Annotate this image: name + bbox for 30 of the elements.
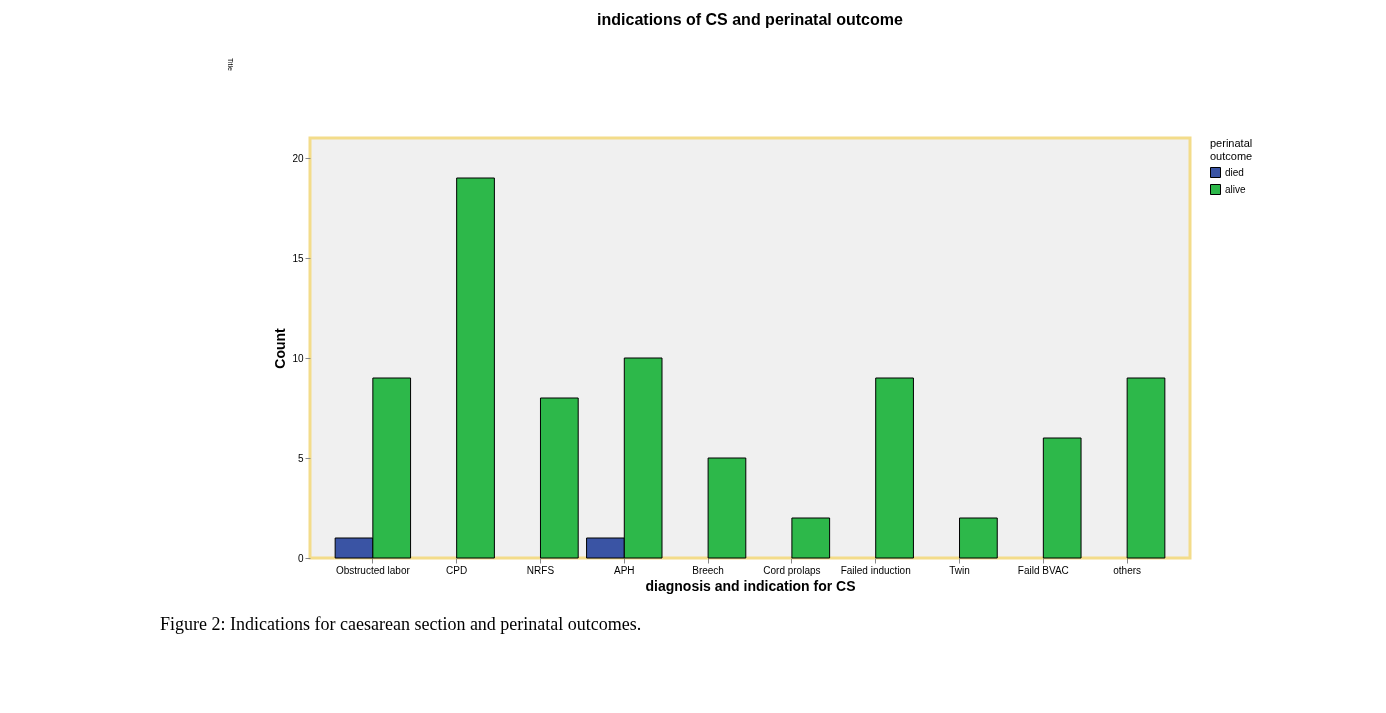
x-tick-label: APH [614, 564, 635, 576]
x-tick-label: Breech [692, 564, 724, 576]
y-axis-title: Count [272, 327, 289, 369]
bar [959, 517, 998, 559]
y-tick-label: 20 [292, 152, 304, 164]
bar [1042, 437, 1082, 559]
y-tick-label: 10 [292, 352, 304, 364]
x-tick-label: Twin [949, 564, 970, 576]
bar [875, 377, 914, 559]
x-tick-label: CPD [446, 564, 468, 576]
bar [456, 177, 495, 559]
x-tick-label: Failed induction [840, 564, 911, 576]
x-tick-label: Obstructed labor [335, 564, 411, 576]
y-tick-label: 0 [297, 552, 304, 564]
legend-label: alive [1225, 183, 1246, 195]
chart-title: indications of CS and perinatal outcome [597, 11, 904, 28]
x-tick-label: others [1113, 564, 1142, 576]
bar [707, 457, 747, 559]
legend-title: perinatal outcome [1210, 137, 1253, 162]
y-tick-label: 15 [292, 252, 304, 264]
y-tick-label: 5 [297, 452, 304, 464]
bar [1126, 377, 1166, 559]
x-axis-title: diagnosis and indication for CS [645, 577, 856, 594]
x-tick-label: Faild BVAC [1017, 564, 1069, 576]
legend-label: died [1225, 166, 1244, 178]
x-tick-label: Cord prolaps [763, 564, 821, 576]
x-tick-label: NRFS [526, 564, 555, 576]
caption: Figure 2: Indications for caesarean section and perinatal outcomes. [160, 614, 642, 634]
bar [791, 517, 831, 559]
bar [539, 397, 579, 559]
